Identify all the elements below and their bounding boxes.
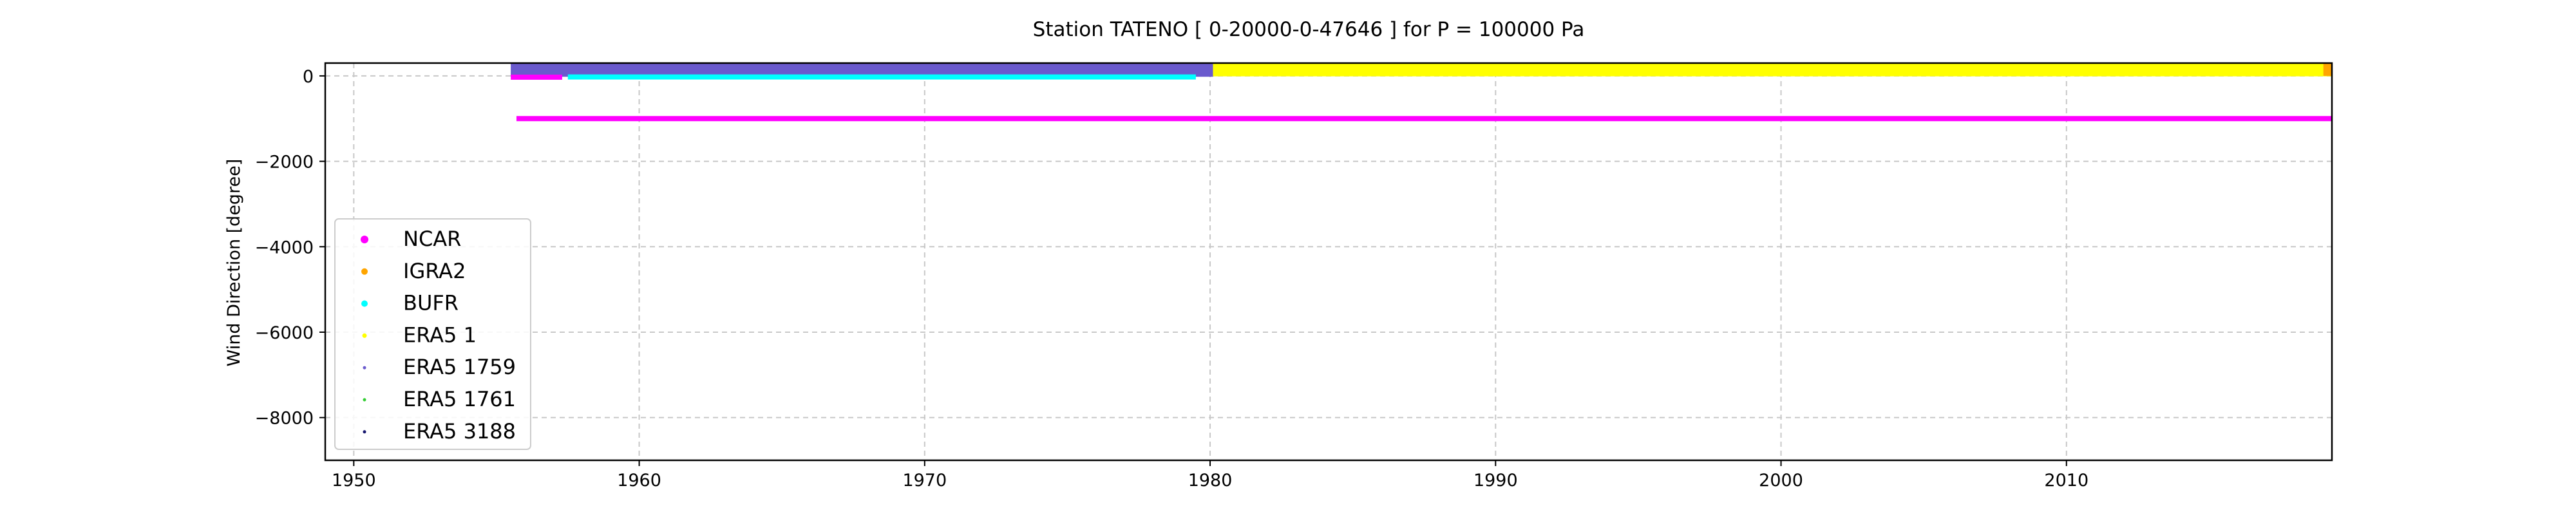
x-tick-label: 1980 xyxy=(1188,471,1233,491)
legend-marker xyxy=(361,268,368,275)
legend-label: BUFR xyxy=(403,291,459,315)
plot-frame xyxy=(324,62,2333,462)
legend-marker xyxy=(362,333,367,338)
legend-marker xyxy=(361,236,368,243)
x-axis-ticks: 1950 1960 1970 1980 1990 2000 2010 xyxy=(332,460,2088,491)
series-band-ncar xyxy=(516,116,2333,122)
y-tick-label: −2000 xyxy=(255,153,314,173)
x-tick-label: 2000 xyxy=(1759,471,1803,491)
legend-label: ERA5 3188 xyxy=(403,419,516,444)
x-tick-label: 1950 xyxy=(332,471,376,491)
series-band-era5-1759 xyxy=(511,63,1213,77)
y-tick-label: −6000 xyxy=(255,323,314,343)
x-tick-label: 1960 xyxy=(617,471,661,491)
legend-label: NCAR xyxy=(403,227,461,251)
series-band-bufr xyxy=(567,74,1196,80)
legend-label: IGRA2 xyxy=(403,259,466,283)
series-band-ncar xyxy=(511,74,562,80)
legend-label: ERA5 1759 xyxy=(403,355,516,379)
legend-marker xyxy=(361,300,368,307)
data-marks xyxy=(511,63,2333,122)
legend-box xyxy=(334,218,531,450)
legend-marker xyxy=(363,366,366,370)
legend-label: ERA5 1 xyxy=(403,323,477,347)
legend-marker xyxy=(363,398,366,402)
y-tick-label: −8000 xyxy=(255,409,314,429)
y-tick-label: 0 xyxy=(303,67,314,87)
legend-label: ERA5 1761 xyxy=(403,387,516,411)
x-tick-label: 2010 xyxy=(2044,471,2088,491)
legend-marker xyxy=(363,430,366,434)
y-axis-ticks: 0 −2000 −4000 −6000 −8000 xyxy=(255,67,325,429)
y-tick-label: −4000 xyxy=(255,238,314,258)
x-tick-label: 1990 xyxy=(1473,471,1518,491)
series-band-era5-1 xyxy=(1213,63,2332,77)
chart-title: Station TATENO [ 0-20000-0-47646 ] for P… xyxy=(1033,18,1585,41)
y-axis-label: Wind Direction [degree] xyxy=(224,159,244,367)
gridlines xyxy=(325,63,2332,460)
x-tick-label: 1970 xyxy=(902,471,947,491)
series-band-igra2 xyxy=(2323,63,2332,76)
legend: NCAR IGRA2 BUFR ERA5 1 ERA5 1759 ERA5 1761 ERA… xyxy=(334,218,531,450)
